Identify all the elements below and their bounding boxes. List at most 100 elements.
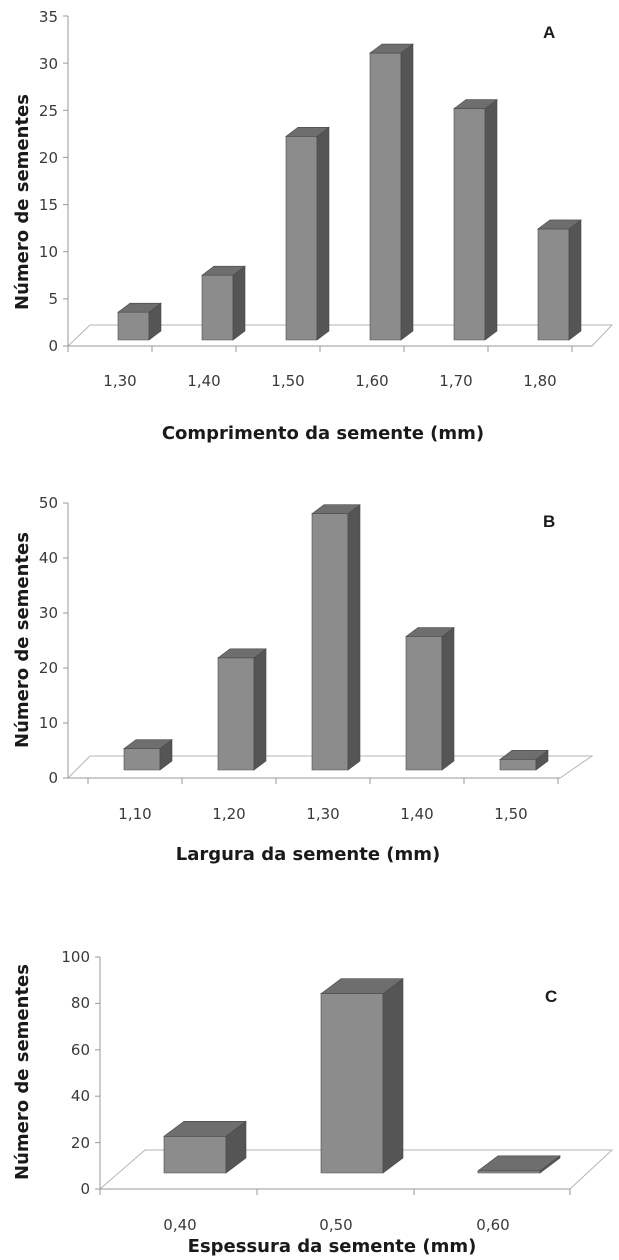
y-tick-label-c-4: 80 [71, 994, 90, 1012]
y-tick-c-3: 60 [71, 1041, 100, 1059]
y-tick-label-b-4: 40 [39, 549, 58, 567]
y-tick-label-b-2: 20 [39, 659, 58, 677]
y-tick-label-b-0: 0 [48, 769, 58, 787]
y-tick-a-7: 35 [39, 8, 68, 26]
bar-side-face [441, 626, 455, 771]
bar-side-face [347, 504, 361, 771]
x-tick-label-b-3: 1,40 [400, 805, 433, 823]
y-tick-label-a-5: 25 [39, 102, 58, 120]
y-tick-b-4: 40 [39, 549, 68, 567]
y-tick-label-b-5: 50 [39, 494, 58, 512]
bar-side-face [232, 265, 246, 341]
bar-top-face [163, 1120, 247, 1137]
y-tick-c-1: 20 [71, 1134, 100, 1152]
x-tick-label-c-2: 0,60 [476, 1216, 509, 1234]
y-tick-c-2: 40 [71, 1087, 100, 1105]
bar-top-face [311, 504, 361, 514]
y-tick-b-2: 20 [39, 659, 68, 677]
y-tick-label-c-0: 0 [80, 1180, 90, 1198]
bar-top-face [453, 99, 498, 109]
y-tick-b-3: 30 [39, 604, 68, 622]
y-tick-b-1: 10 [39, 714, 68, 732]
y-tick-label-b-3: 30 [39, 604, 58, 622]
y-tick-label-a-3: 15 [39, 196, 58, 214]
bar-front-face [405, 636, 443, 771]
panel-label-a: A [543, 23, 555, 42]
bar-front-face [117, 311, 150, 341]
bar-front-face [123, 748, 161, 771]
bars-c [163, 978, 561, 1174]
bar-1-30 [117, 302, 162, 341]
bar-top-face [477, 1155, 561, 1172]
bar-front-face [499, 759, 537, 771]
bar-side-face [316, 126, 330, 341]
bar-front-face [369, 52, 402, 341]
x-tick-label-a-4: 1,70 [439, 372, 472, 390]
x-tick-label-b-0: 1,10 [118, 805, 151, 823]
bar-0-40 [163, 1120, 247, 1174]
x-tick-label-c-0: 0,40 [163, 1216, 196, 1234]
bar-side-face [568, 219, 582, 341]
bar-1-80 [537, 219, 582, 341]
bar-top-face [117, 302, 162, 313]
y-tick-c-4: 80 [71, 994, 100, 1012]
y-tick-label-c-5: 100 [61, 948, 90, 966]
bar-0-60 [477, 1155, 561, 1174]
bar-top-face [499, 750, 549, 760]
bar-front-face [320, 993, 384, 1174]
bar-front-face [285, 136, 318, 341]
y-tick-a-4: 20 [39, 149, 68, 167]
bar-1-50 [285, 126, 330, 341]
x-tick-label-c-1: 0,50 [319, 1216, 352, 1234]
bar-top-face [123, 739, 173, 749]
chart-panel-a: A Número de sementes Comprimento da seme… [12, 8, 614, 444]
y-tick-c-5: 100 [61, 948, 100, 966]
y-tick-label-c-3: 60 [71, 1041, 90, 1059]
x-tick-label-a-0: 1,30 [103, 372, 136, 390]
bar-1-30 [311, 504, 361, 771]
y-tick-label-b-1: 10 [39, 714, 58, 732]
bar-side-face [382, 978, 404, 1174]
bars-b [123, 504, 549, 771]
bar-front-face [217, 657, 255, 771]
bar-front-face [477, 1170, 541, 1174]
y-tick-a-5: 25 [39, 102, 68, 120]
bar-top-face [217, 648, 267, 659]
bar-side-face [400, 43, 414, 341]
bar-top-face [320, 978, 404, 995]
y-tick-label-a-2: 10 [39, 243, 58, 261]
bar-1-40 [405, 626, 455, 771]
y-tick-label-c-2: 40 [71, 1087, 90, 1105]
bar-top-face [537, 219, 582, 230]
bar-0-50 [320, 978, 404, 1174]
bar-front-face [453, 108, 486, 341]
y-tick-a-1: 5 [48, 290, 68, 308]
x-tick-label-b-4: 1,50 [494, 805, 527, 823]
y-tick-c-0: 0 [80, 1180, 100, 1198]
bar-1-70 [453, 98, 498, 341]
bar-1-20 [217, 648, 267, 771]
y-tick-label-a-6: 30 [39, 55, 58, 73]
x-axis-title-b: Largura da semente (mm) [176, 844, 441, 865]
chart-panel-b: B Número de sementes Largura da semente … [12, 494, 594, 865]
bar-top-face [285, 127, 330, 137]
y-axis-title-b: Número de sementes [12, 532, 33, 748]
y-tick-a-2: 10 [39, 243, 68, 261]
bar-top-face [369, 43, 414, 54]
bar-front-face [163, 1135, 227, 1174]
y-tick-label-a-1: 5 [48, 290, 58, 308]
bar-top-face [405, 627, 455, 637]
bar-side-face [484, 98, 498, 341]
bar-1-60 [369, 43, 414, 341]
bar-1-10 [123, 739, 173, 771]
panel-label-b: B [543, 512, 555, 531]
bar-1-40 [201, 265, 246, 341]
x-tick-label-a-1: 1,40 [187, 372, 220, 390]
chart-panel-c: C Número de sementes Espessura da sement… [12, 948, 614, 1257]
x-tick-label-a-5: 1,80 [523, 372, 556, 390]
y-tick-b-0: 0 [48, 769, 68, 787]
x-tick-label-a-2: 1,50 [271, 372, 304, 390]
y-tick-label-a-7: 35 [39, 8, 58, 26]
y-axis-title-c: Número de sementes [12, 964, 33, 1180]
